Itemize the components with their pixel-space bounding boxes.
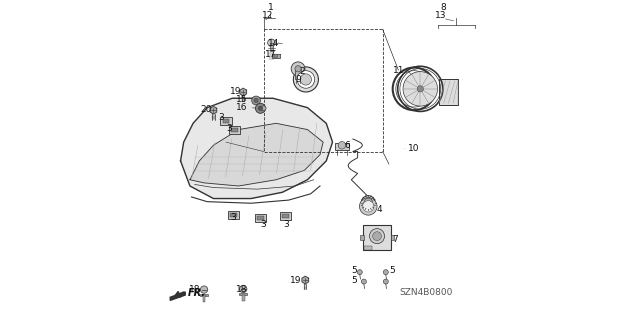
Bar [220, 117, 232, 125]
Text: 3: 3 [219, 113, 225, 122]
Bar [232, 128, 238, 132]
Polygon shape [210, 107, 217, 114]
Text: 17: 17 [265, 50, 276, 59]
Text: 19: 19 [230, 87, 242, 96]
Bar [272, 54, 280, 58]
Text: 5: 5 [351, 276, 357, 285]
Bar [282, 213, 289, 218]
Text: 5: 5 [351, 266, 357, 275]
Circle shape [261, 106, 266, 111]
Bar [200, 293, 208, 296]
Text: 6: 6 [344, 141, 350, 150]
Circle shape [254, 98, 259, 103]
Text: 3: 3 [260, 220, 266, 229]
Text: 19: 19 [290, 276, 301, 285]
Text: 16: 16 [236, 103, 247, 112]
Text: 2: 2 [300, 67, 305, 76]
Text: 18: 18 [236, 285, 248, 294]
Text: 3: 3 [230, 213, 236, 222]
Polygon shape [170, 292, 185, 300]
Circle shape [200, 286, 208, 293]
Circle shape [369, 229, 385, 244]
Text: 14: 14 [268, 39, 279, 48]
Bar [363, 225, 391, 250]
Text: 3: 3 [227, 123, 232, 132]
Text: 4: 4 [376, 205, 382, 214]
Circle shape [363, 201, 374, 212]
Circle shape [297, 71, 315, 88]
Text: SZN4B0800: SZN4B0800 [400, 288, 453, 297]
Text: 18: 18 [189, 285, 201, 294]
Bar [257, 216, 264, 220]
Bar [295, 69, 301, 79]
Text: 13: 13 [435, 11, 446, 20]
Circle shape [360, 197, 377, 215]
Text: 9: 9 [296, 75, 301, 84]
Text: 8: 8 [440, 3, 446, 12]
Circle shape [417, 86, 424, 92]
Circle shape [383, 270, 388, 275]
Polygon shape [302, 276, 308, 284]
Circle shape [383, 279, 388, 284]
Circle shape [291, 62, 305, 76]
Circle shape [268, 39, 275, 47]
Circle shape [252, 96, 260, 105]
Text: FR.: FR. [188, 288, 206, 299]
Circle shape [403, 72, 438, 106]
Polygon shape [240, 88, 246, 96]
Bar [390, 235, 394, 240]
Polygon shape [180, 98, 333, 198]
Circle shape [239, 285, 247, 293]
Circle shape [362, 279, 366, 284]
Bar [335, 143, 349, 150]
Circle shape [295, 66, 301, 72]
Bar [229, 126, 241, 134]
Bar [203, 295, 205, 302]
Circle shape [293, 67, 319, 92]
Bar [239, 293, 247, 295]
Text: 7: 7 [392, 235, 398, 244]
Bar [255, 214, 266, 222]
Bar [280, 212, 291, 220]
Text: 5: 5 [389, 266, 395, 275]
Text: 1: 1 [268, 3, 274, 12]
Circle shape [372, 232, 381, 241]
Text: 20: 20 [200, 105, 212, 114]
Text: 11: 11 [393, 65, 404, 75]
Bar [439, 79, 458, 105]
Circle shape [274, 54, 278, 58]
Bar [242, 295, 244, 301]
Circle shape [255, 103, 266, 113]
Circle shape [362, 196, 375, 210]
Circle shape [364, 198, 372, 207]
Polygon shape [190, 123, 323, 186]
Bar [365, 246, 372, 250]
Bar [230, 212, 237, 217]
Bar [360, 235, 364, 240]
Text: 12: 12 [262, 11, 274, 20]
Bar [269, 43, 273, 51]
Text: 10: 10 [408, 144, 419, 153]
Text: 15: 15 [236, 95, 247, 104]
Bar [228, 211, 239, 219]
Circle shape [338, 142, 346, 149]
Circle shape [259, 106, 262, 110]
Text: 3: 3 [284, 220, 289, 229]
Circle shape [357, 270, 362, 275]
Circle shape [300, 74, 312, 85]
Bar [223, 119, 229, 123]
